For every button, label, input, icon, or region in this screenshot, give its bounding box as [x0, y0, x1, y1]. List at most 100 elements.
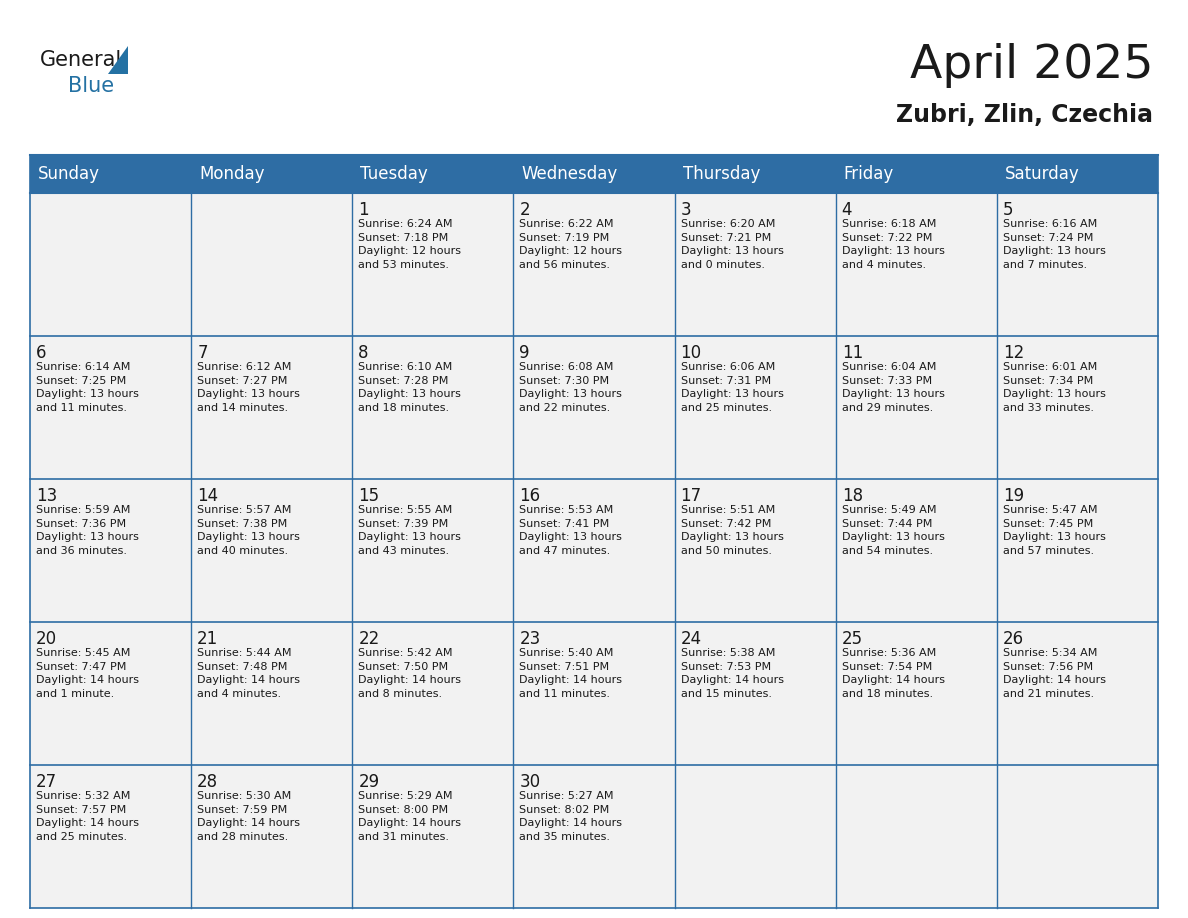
Bar: [191, 765, 353, 908]
Text: Sunrise: 5:59 AM
Sunset: 7:36 PM
Daylight: 13 hours
and 36 minutes.: Sunrise: 5:59 AM Sunset: 7:36 PM Dayligh…: [36, 505, 139, 555]
Text: Sunrise: 5:47 AM
Sunset: 7:45 PM
Daylight: 13 hours
and 57 minutes.: Sunrise: 5:47 AM Sunset: 7:45 PM Dayligh…: [1003, 505, 1106, 555]
Text: Sunrise: 5:53 AM
Sunset: 7:41 PM
Daylight: 13 hours
and 47 minutes.: Sunrise: 5:53 AM Sunset: 7:41 PM Dayligh…: [519, 505, 623, 555]
Bar: [191, 193, 353, 336]
Text: Sunrise: 5:49 AM
Sunset: 7:44 PM
Daylight: 13 hours
and 54 minutes.: Sunrise: 5:49 AM Sunset: 7:44 PM Dayligh…: [842, 505, 944, 555]
Bar: [997, 193, 1158, 336]
Text: 14: 14: [197, 487, 219, 505]
Bar: [675, 765, 835, 908]
Text: 9: 9: [519, 344, 530, 362]
Text: Sunrise: 5:38 AM
Sunset: 7:53 PM
Daylight: 14 hours
and 15 minutes.: Sunrise: 5:38 AM Sunset: 7:53 PM Dayligh…: [681, 648, 784, 699]
Text: 13: 13: [36, 487, 57, 505]
Bar: [353, 622, 513, 765]
Bar: [997, 336, 1158, 479]
Bar: [835, 622, 997, 765]
Text: 25: 25: [842, 630, 862, 648]
Text: 17: 17: [681, 487, 702, 505]
Text: 1: 1: [359, 201, 369, 219]
Bar: [30, 622, 191, 765]
Text: 26: 26: [1003, 630, 1024, 648]
Bar: [675, 336, 835, 479]
Text: 2: 2: [519, 201, 530, 219]
Bar: [513, 336, 675, 479]
Text: 23: 23: [519, 630, 541, 648]
Bar: [997, 155, 1158, 193]
Bar: [30, 765, 191, 908]
Text: Sunrise: 6:10 AM
Sunset: 7:28 PM
Daylight: 13 hours
and 18 minutes.: Sunrise: 6:10 AM Sunset: 7:28 PM Dayligh…: [359, 362, 461, 413]
Text: Sunrise: 5:29 AM
Sunset: 8:00 PM
Daylight: 14 hours
and 31 minutes.: Sunrise: 5:29 AM Sunset: 8:00 PM Dayligh…: [359, 791, 461, 842]
Text: 19: 19: [1003, 487, 1024, 505]
Text: Blue: Blue: [68, 76, 114, 96]
Text: 3: 3: [681, 201, 691, 219]
Text: Sunrise: 5:44 AM
Sunset: 7:48 PM
Daylight: 14 hours
and 4 minutes.: Sunrise: 5:44 AM Sunset: 7:48 PM Dayligh…: [197, 648, 301, 699]
Text: 27: 27: [36, 773, 57, 791]
Text: 15: 15: [359, 487, 379, 505]
Bar: [513, 155, 675, 193]
Text: Sunrise: 5:32 AM
Sunset: 7:57 PM
Daylight: 14 hours
and 25 minutes.: Sunrise: 5:32 AM Sunset: 7:57 PM Dayligh…: [36, 791, 139, 842]
Text: Sunrise: 5:34 AM
Sunset: 7:56 PM
Daylight: 14 hours
and 21 minutes.: Sunrise: 5:34 AM Sunset: 7:56 PM Dayligh…: [1003, 648, 1106, 699]
Polygon shape: [108, 46, 128, 74]
Text: Zubri, Zlin, Czechia: Zubri, Zlin, Czechia: [896, 103, 1154, 127]
Text: Sunrise: 6:22 AM
Sunset: 7:19 PM
Daylight: 12 hours
and 56 minutes.: Sunrise: 6:22 AM Sunset: 7:19 PM Dayligh…: [519, 219, 623, 270]
Bar: [30, 336, 191, 479]
Bar: [835, 193, 997, 336]
Text: Saturday: Saturday: [1005, 165, 1080, 183]
Text: 5: 5: [1003, 201, 1013, 219]
Bar: [513, 765, 675, 908]
Bar: [513, 622, 675, 765]
Text: Sunrise: 5:55 AM
Sunset: 7:39 PM
Daylight: 13 hours
and 43 minutes.: Sunrise: 5:55 AM Sunset: 7:39 PM Dayligh…: [359, 505, 461, 555]
Text: 6: 6: [36, 344, 46, 362]
Bar: [191, 622, 353, 765]
Bar: [997, 479, 1158, 622]
Text: 21: 21: [197, 630, 219, 648]
Text: 8: 8: [359, 344, 368, 362]
Text: 18: 18: [842, 487, 862, 505]
Text: 28: 28: [197, 773, 219, 791]
Bar: [997, 622, 1158, 765]
Bar: [30, 193, 191, 336]
Bar: [997, 765, 1158, 908]
Text: Sunrise: 5:30 AM
Sunset: 7:59 PM
Daylight: 14 hours
and 28 minutes.: Sunrise: 5:30 AM Sunset: 7:59 PM Dayligh…: [197, 791, 301, 842]
Text: 30: 30: [519, 773, 541, 791]
Bar: [835, 479, 997, 622]
Bar: [191, 155, 353, 193]
Text: Sunrise: 6:04 AM
Sunset: 7:33 PM
Daylight: 13 hours
and 29 minutes.: Sunrise: 6:04 AM Sunset: 7:33 PM Dayligh…: [842, 362, 944, 413]
Bar: [675, 193, 835, 336]
Text: 22: 22: [359, 630, 379, 648]
Text: Sunrise: 6:18 AM
Sunset: 7:22 PM
Daylight: 13 hours
and 4 minutes.: Sunrise: 6:18 AM Sunset: 7:22 PM Dayligh…: [842, 219, 944, 270]
Text: 20: 20: [36, 630, 57, 648]
Text: Monday: Monday: [200, 165, 265, 183]
Text: Sunrise: 5:36 AM
Sunset: 7:54 PM
Daylight: 14 hours
and 18 minutes.: Sunrise: 5:36 AM Sunset: 7:54 PM Dayligh…: [842, 648, 944, 699]
Bar: [353, 336, 513, 479]
Text: Sunrise: 5:40 AM
Sunset: 7:51 PM
Daylight: 14 hours
and 11 minutes.: Sunrise: 5:40 AM Sunset: 7:51 PM Dayligh…: [519, 648, 623, 699]
Bar: [835, 336, 997, 479]
Text: Sunrise: 6:20 AM
Sunset: 7:21 PM
Daylight: 13 hours
and 0 minutes.: Sunrise: 6:20 AM Sunset: 7:21 PM Dayligh…: [681, 219, 783, 270]
Bar: [353, 765, 513, 908]
Text: Wednesday: Wednesday: [522, 165, 618, 183]
Bar: [835, 765, 997, 908]
Bar: [835, 155, 997, 193]
Text: Sunrise: 6:01 AM
Sunset: 7:34 PM
Daylight: 13 hours
and 33 minutes.: Sunrise: 6:01 AM Sunset: 7:34 PM Dayligh…: [1003, 362, 1106, 413]
Text: Sunrise: 5:51 AM
Sunset: 7:42 PM
Daylight: 13 hours
and 50 minutes.: Sunrise: 5:51 AM Sunset: 7:42 PM Dayligh…: [681, 505, 783, 555]
Bar: [675, 479, 835, 622]
Bar: [675, 622, 835, 765]
Bar: [191, 479, 353, 622]
Text: Sunrise: 6:08 AM
Sunset: 7:30 PM
Daylight: 13 hours
and 22 minutes.: Sunrise: 6:08 AM Sunset: 7:30 PM Dayligh…: [519, 362, 623, 413]
Bar: [353, 479, 513, 622]
Text: Sunrise: 6:12 AM
Sunset: 7:27 PM
Daylight: 13 hours
and 14 minutes.: Sunrise: 6:12 AM Sunset: 7:27 PM Dayligh…: [197, 362, 301, 413]
Text: Friday: Friday: [843, 165, 893, 183]
Text: 7: 7: [197, 344, 208, 362]
Text: Sunrise: 5:45 AM
Sunset: 7:47 PM
Daylight: 14 hours
and 1 minute.: Sunrise: 5:45 AM Sunset: 7:47 PM Dayligh…: [36, 648, 139, 699]
Text: Sunrise: 5:57 AM
Sunset: 7:38 PM
Daylight: 13 hours
and 40 minutes.: Sunrise: 5:57 AM Sunset: 7:38 PM Dayligh…: [197, 505, 301, 555]
Text: Tuesday: Tuesday: [360, 165, 428, 183]
Text: General: General: [40, 50, 122, 70]
Text: 11: 11: [842, 344, 862, 362]
Text: Sunrise: 6:24 AM
Sunset: 7:18 PM
Daylight: 12 hours
and 53 minutes.: Sunrise: 6:24 AM Sunset: 7:18 PM Dayligh…: [359, 219, 461, 270]
Text: Sunday: Sunday: [38, 165, 100, 183]
Text: 10: 10: [681, 344, 702, 362]
Text: 24: 24: [681, 630, 702, 648]
Bar: [513, 479, 675, 622]
Text: Sunrise: 6:14 AM
Sunset: 7:25 PM
Daylight: 13 hours
and 11 minutes.: Sunrise: 6:14 AM Sunset: 7:25 PM Dayligh…: [36, 362, 139, 413]
Text: April 2025: April 2025: [910, 42, 1154, 87]
Bar: [353, 155, 513, 193]
Text: Thursday: Thursday: [683, 165, 760, 183]
